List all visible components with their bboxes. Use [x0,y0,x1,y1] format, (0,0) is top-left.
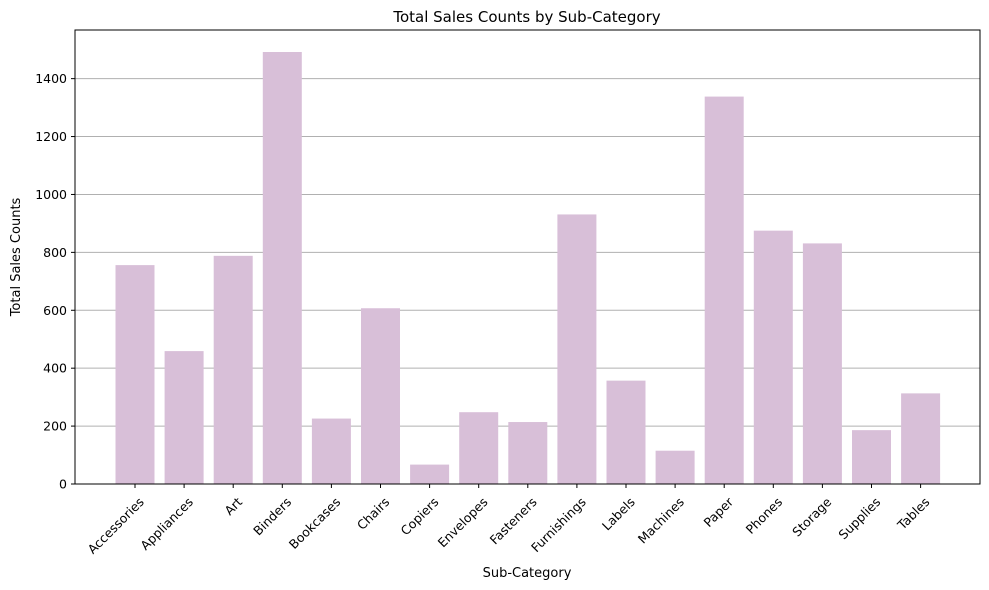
y-tick-label: 800 [43,245,67,260]
bar [704,96,744,484]
bar [410,464,450,484]
x-tick-label: Paper [700,494,736,530]
x-tick-label: Copiers [398,494,442,538]
y-tick-label: 0 [59,477,67,492]
bar [852,430,891,484]
y-tick-label: 400 [43,361,67,376]
x-tick-label: Machines [635,494,687,546]
x-tick-label: Bookcases [286,494,344,552]
y-tick-label: 1400 [35,71,67,86]
bar [459,412,499,484]
bar [213,255,253,484]
bar [901,393,941,484]
x-tick-label: Art [221,494,245,518]
x-tick-label: Chairs [354,494,392,532]
x-tick-label: Accessories [84,494,146,556]
chart-title: Total Sales Counts by Sub-Category [392,8,660,26]
bar [311,418,351,484]
bar [753,230,793,484]
bar [115,265,155,484]
y-axis-title: Total Sales Counts [9,197,24,317]
y-tick-label: 1000 [35,187,67,202]
bar [802,243,842,484]
x-tick-label: Phones [743,494,786,537]
x-tick-label: Envelopes [435,494,491,550]
bar [508,422,548,484]
bars [115,52,941,485]
x-tick-label: Binders [250,494,294,538]
x-tick-label: Supplies [835,494,883,542]
bar [655,450,695,484]
x-tick-label: Storage [789,494,834,539]
bar [606,380,646,484]
bar [557,214,597,484]
x-tick-label: Appliances [137,494,196,553]
y-tick-label: 1200 [35,129,67,144]
x-tick-label: Tables [894,494,933,533]
bar [361,308,400,484]
bar [262,52,302,485]
y-tick-label: 600 [43,303,67,318]
plot-frame [74,29,981,485]
bar [164,351,204,484]
x-axis-title: Sub-Category [483,566,572,581]
gridlines [75,78,980,427]
y-tick-label: 200 [43,419,67,434]
y-axis-ticks: 0 200 400 600 800 1000 1200 1400 [35,71,75,492]
x-tick-label: Labels [599,494,638,533]
